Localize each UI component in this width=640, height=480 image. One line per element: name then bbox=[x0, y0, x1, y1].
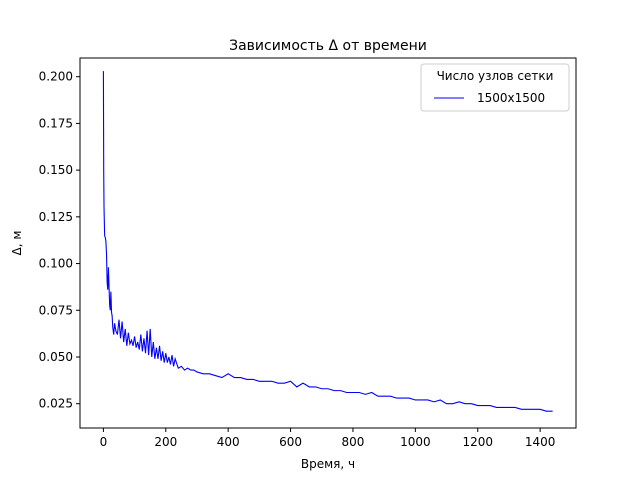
x-axis-ticks: 0 200 400 600 800 1000 1200 1400 bbox=[100, 428, 556, 449]
y-tick-label: 0.025 bbox=[39, 397, 73, 411]
series-line-1500x1500 bbox=[102, 71, 553, 412]
legend-box bbox=[420, 63, 570, 112]
x-tick-label: 600 bbox=[279, 435, 302, 449]
x-tick-label: 1400 bbox=[525, 435, 556, 449]
y-tick-label: 0.050 bbox=[39, 350, 73, 364]
x-tick-label: 200 bbox=[154, 435, 177, 449]
plot-area: 0 200 400 600 800 1000 1200 1400 0.025 0.050 0.07… bbox=[39, 57, 577, 449]
y-tick-label: 0.125 bbox=[39, 210, 73, 224]
legend-entry-label: 1500x1500 bbox=[477, 91, 545, 105]
x-axis-label: Время, ч bbox=[301, 457, 355, 471]
x-tick-label: 1200 bbox=[462, 435, 493, 449]
y-tick-label: 0.150 bbox=[39, 163, 73, 177]
plot-frame bbox=[79, 57, 577, 429]
y-tick-label: 0.200 bbox=[39, 70, 73, 84]
x-tick-label: 1000 bbox=[400, 435, 431, 449]
x-tick-label: 0 bbox=[100, 435, 108, 449]
y-tick-label: 0.075 bbox=[39, 303, 73, 317]
y-axis-label: Δ, м bbox=[10, 231, 24, 256]
legend: Число узлов сетки 1500x1500 bbox=[420, 63, 570, 112]
x-tick-label: 800 bbox=[342, 435, 365, 449]
y-tick-label: 0.175 bbox=[39, 116, 73, 130]
y-tick-label: 0.100 bbox=[39, 257, 73, 271]
chart-title: Зависимость Δ от времени bbox=[229, 38, 427, 54]
y-axis-ticks: 0.025 0.050 0.075 0.100 0.125 0.150 0.175 0.200 bbox=[39, 70, 80, 411]
x-tick-label: 400 bbox=[217, 435, 240, 449]
legend-title: Число узлов сетки bbox=[437, 69, 554, 83]
